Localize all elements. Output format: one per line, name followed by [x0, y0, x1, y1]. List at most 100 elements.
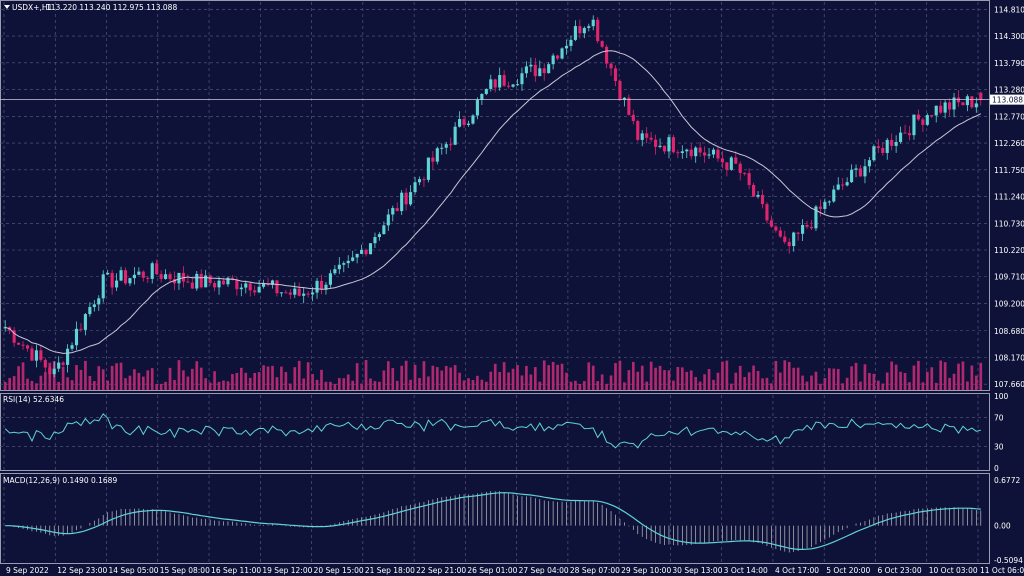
- candle-body: [159, 274, 163, 279]
- volume-bar: [747, 372, 751, 390]
- candle-body: [694, 147, 698, 157]
- volume-bar: [369, 378, 372, 390]
- candle-body: [631, 114, 635, 122]
- candle-body: [146, 277, 150, 279]
- volume-bar: [623, 382, 626, 390]
- volume-bar: [137, 372, 141, 390]
- volume-bar: [569, 381, 573, 390]
- volume-bar: [890, 361, 894, 390]
- candle-body: [573, 26, 577, 40]
- price-tick-label: 109.710: [994, 273, 1024, 282]
- candle-body: [841, 184, 845, 186]
- candle-body: [199, 273, 203, 288]
- candle-body: [894, 141, 898, 146]
- volume-bar: [903, 372, 907, 390]
- candle-body: [654, 139, 658, 147]
- volume-bar: [836, 368, 840, 390]
- volume-bar: [841, 383, 845, 390]
- time-tick-label: 10 Oct 03:00: [929, 566, 978, 575]
- candle-body: [814, 206, 818, 229]
- candle-body: [226, 277, 230, 285]
- volume-bar: [124, 378, 127, 390]
- volume-bar: [422, 361, 426, 390]
- ohlc-readout: 113.220 113.240 112.975 113.088: [46, 3, 177, 12]
- candle-body: [899, 132, 903, 142]
- candle-body: [845, 182, 849, 186]
- candle-body: [529, 64, 533, 67]
- volume-bar: [382, 370, 386, 390]
- candle-body: [622, 97, 626, 100]
- volume-bar: [917, 360, 920, 390]
- candle-body: [66, 348, 70, 365]
- volume-bar: [547, 365, 551, 390]
- volume-bar: [654, 367, 657, 390]
- volume-bar: [115, 363, 118, 390]
- candle-body: [177, 272, 181, 284]
- candle-body: [725, 162, 729, 170]
- candle-body: [801, 224, 805, 234]
- macd-indicator: 0.6772 0.00 -0.5094: [5, 476, 1023, 565]
- candle-body: [355, 253, 359, 258]
- candle-body: [444, 144, 448, 148]
- candle-body: [627, 97, 631, 115]
- symbol-dropdown-icon[interactable]: [4, 5, 10, 9]
- candle-body: [386, 214, 390, 226]
- candle-body: [912, 114, 916, 136]
- candle-body: [934, 105, 938, 116]
- volume-bar: [413, 364, 417, 390]
- time-tick-label: 9 Sep 2022: [6, 566, 49, 575]
- candle-body: [373, 237, 377, 244]
- candle-body: [351, 257, 355, 261]
- volume-bar: [213, 371, 216, 390]
- volume-bar: [266, 366, 270, 390]
- candle-body: [150, 263, 154, 279]
- candle-body: [181, 272, 185, 282]
- symbol-label[interactable]: USDX+,H1: [12, 3, 52, 12]
- candle-body: [413, 182, 417, 193]
- time-tick-label: 11 Oct 06:00: [980, 566, 1024, 575]
- candle-body: [315, 280, 319, 293]
- candle-body: [244, 283, 248, 288]
- volume-bar: [925, 371, 929, 390]
- candle-body: [186, 281, 190, 283]
- candle-body: [747, 173, 751, 185]
- volume-bar: [574, 380, 577, 390]
- volume-bar: [974, 375, 978, 390]
- candle-body: [564, 45, 569, 49]
- candle-body: [221, 280, 226, 285]
- candle-body: [965, 96, 969, 106]
- volume-bar: [351, 380, 355, 390]
- candle-body: [253, 290, 257, 293]
- volume-bar: [885, 372, 889, 390]
- candle-body: [952, 97, 956, 110]
- volume-bar: [471, 379, 475, 390]
- volume-bar: [453, 365, 457, 390]
- candle-body: [262, 283, 266, 287]
- volume-bar: [640, 365, 644, 390]
- volume-bar: [106, 380, 110, 390]
- volume-bar: [484, 381, 488, 390]
- candle-body: [685, 149, 689, 152]
- candle-body: [676, 152, 680, 154]
- volume-bar: [150, 368, 154, 390]
- price-tick-label: 108.170: [994, 353, 1024, 362]
- candle-body: [39, 350, 43, 360]
- volume-bar: [133, 369, 136, 390]
- volume-bar: [17, 366, 20, 390]
- volume-bar: [565, 372, 568, 390]
- candle-body: [720, 158, 724, 163]
- volume-bar: [177, 360, 181, 390]
- candle-body: [689, 149, 693, 157]
- candle-body: [618, 81, 622, 100]
- volume-bar: [783, 360, 787, 390]
- volume-bar: [306, 362, 310, 390]
- candle-body: [208, 275, 212, 284]
- candle-body: [854, 168, 858, 170]
- price-tick-label: 111.240: [994, 193, 1024, 202]
- volume-bar: [35, 383, 38, 390]
- volume-bar: [204, 378, 208, 390]
- candle-body: [257, 286, 261, 293]
- volume-bar: [680, 367, 684, 390]
- volume-bar: [61, 366, 65, 390]
